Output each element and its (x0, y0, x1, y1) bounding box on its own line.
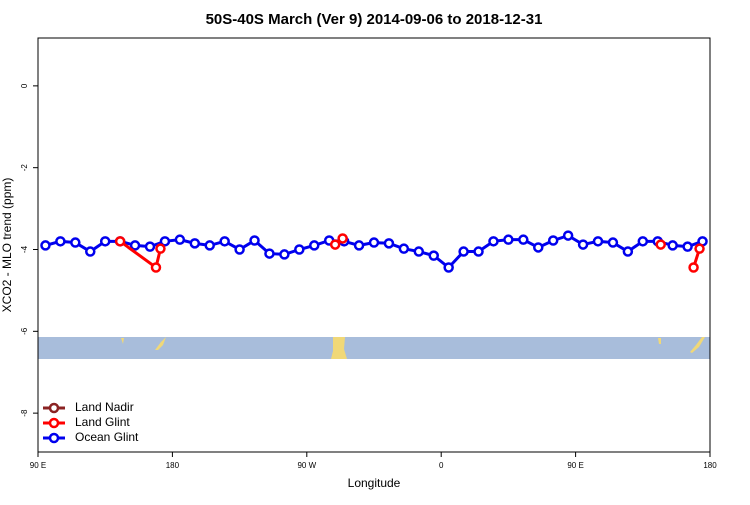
point (694, 243, 705, 254)
legend-marker (48, 402, 60, 414)
point (655, 239, 666, 250)
x-axis-label: Longitude (348, 476, 401, 490)
point (150, 262, 162, 273)
point (458, 246, 469, 257)
y-tick-label: -8 (20, 409, 29, 417)
legend-label: Land Glint (75, 415, 130, 429)
point (329, 239, 341, 250)
point (337, 233, 348, 244)
point (577, 239, 589, 250)
point (682, 241, 693, 252)
legend-marker (48, 432, 60, 444)
x-tick-label: 0 (439, 461, 444, 470)
point (40, 240, 51, 251)
x-tick-label: 90 E (567, 461, 583, 470)
point (368, 237, 380, 248)
map-strip (38, 337, 710, 359)
point (129, 240, 141, 251)
x-tick-label: 180 (166, 461, 180, 470)
point (518, 234, 529, 245)
point (55, 236, 66, 247)
point (114, 236, 126, 247)
point (413, 246, 425, 257)
point (533, 242, 544, 253)
point (99, 236, 111, 247)
y-axis-label: XCO2 - MLO trend (ppm) (0, 178, 14, 313)
y-tick-label: -2 (20, 164, 29, 172)
point (622, 246, 634, 257)
point (398, 243, 410, 254)
point (309, 240, 320, 251)
x-tick-label: 90 E (30, 461, 46, 470)
y-tick-label: -4 (20, 245, 29, 253)
point (70, 237, 81, 248)
point (562, 230, 574, 241)
y-tick-label: 0 (20, 83, 29, 88)
point (383, 238, 395, 249)
point (428, 250, 439, 261)
point (503, 234, 514, 245)
y-tick-label: -6 (20, 327, 29, 335)
point (353, 240, 365, 251)
x-tick-label: 90 W (297, 461, 316, 470)
point (144, 241, 156, 252)
point (488, 236, 499, 247)
point (219, 236, 230, 247)
point (637, 236, 649, 247)
point (443, 262, 454, 273)
point (85, 246, 96, 257)
point (294, 244, 305, 255)
point (174, 234, 186, 245)
legend-label: Ocean Glint (75, 430, 139, 444)
point (592, 236, 604, 247)
point (234, 244, 245, 255)
chart-title: 50S-40S March (Ver 9) 2014-09-06 to 2018… (206, 11, 543, 28)
legend-label: Land Nadir (75, 400, 134, 414)
legend-marker (48, 417, 60, 429)
ocean-strip (38, 337, 710, 359)
x-tick-label: 180 (703, 461, 717, 470)
point (264, 248, 275, 259)
point (688, 262, 699, 273)
point (189, 238, 201, 249)
point (667, 240, 678, 251)
plot-frame (37, 37, 711, 453)
point (155, 243, 166, 254)
point (473, 246, 484, 257)
point (547, 235, 559, 246)
point (204, 240, 215, 251)
point (249, 235, 260, 246)
point (607, 237, 619, 248)
point (279, 249, 290, 260)
point (159, 236, 171, 247)
